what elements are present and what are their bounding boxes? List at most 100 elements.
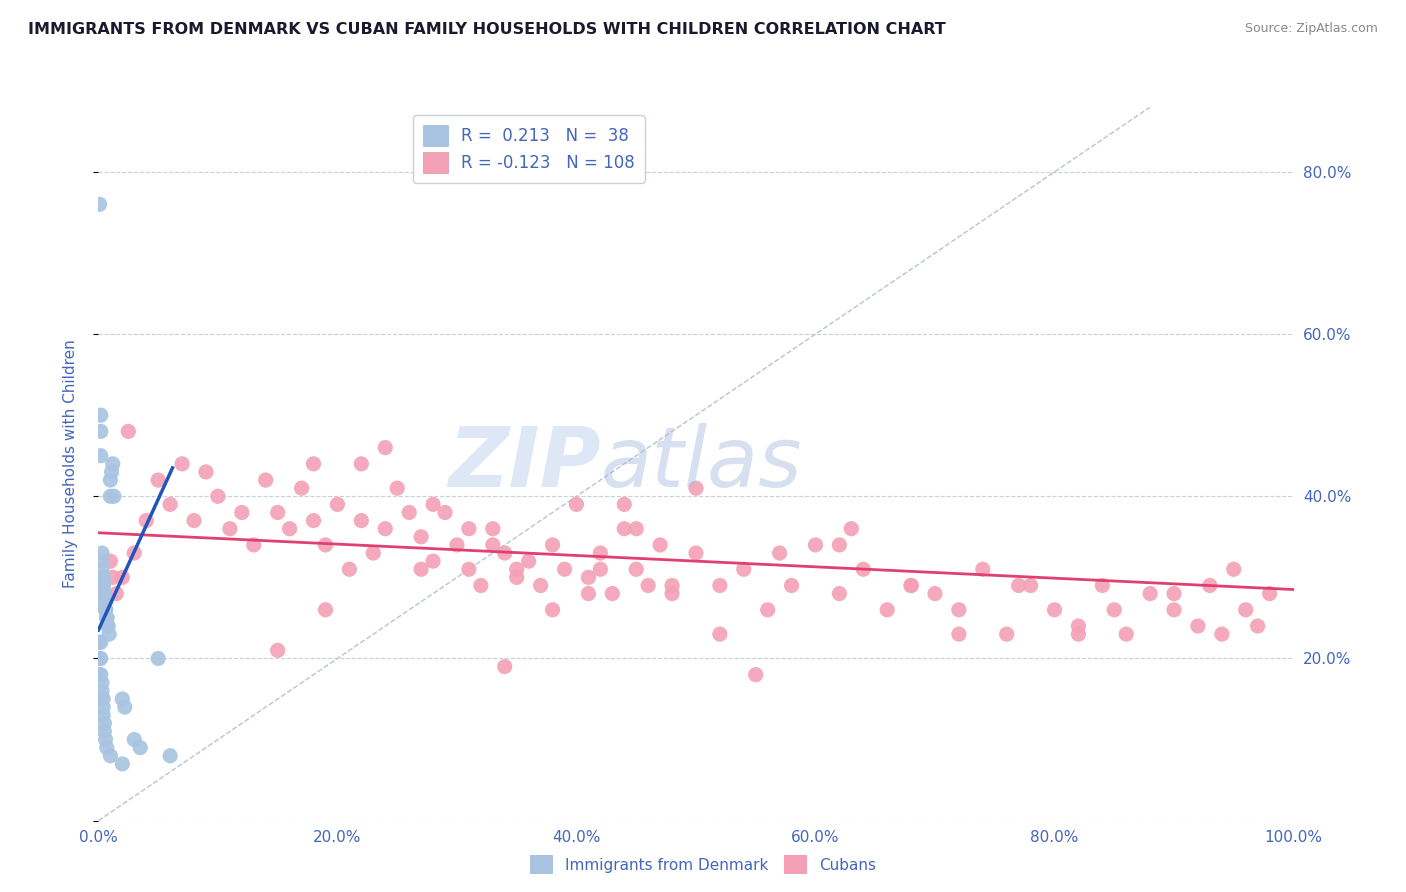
Point — [326, 497, 349, 511]
Point — [900, 578, 922, 592]
Point — [576, 586, 599, 600]
Point — [350, 457, 373, 471]
Point — [91, 570, 114, 584]
Point — [685, 546, 707, 560]
Point — [148, 651, 170, 665]
Point — [101, 457, 124, 471]
Point — [481, 538, 505, 552]
Point — [100, 465, 122, 479]
Point — [219, 522, 242, 536]
Point — [637, 578, 659, 592]
Point — [91, 700, 114, 714]
Point — [302, 457, 325, 471]
Point — [494, 659, 516, 673]
Point — [1067, 627, 1090, 641]
Point — [972, 562, 994, 576]
Point — [98, 627, 121, 641]
Point — [91, 546, 114, 560]
Text: ZIP: ZIP — [447, 424, 600, 504]
Point — [96, 611, 118, 625]
Point — [97, 619, 120, 633]
Point — [254, 473, 277, 487]
Point — [1163, 586, 1185, 600]
Point — [411, 530, 433, 544]
Point — [129, 740, 152, 755]
Point — [1007, 578, 1029, 592]
Point — [470, 578, 492, 592]
Point — [90, 635, 112, 649]
Point — [98, 489, 122, 503]
Point — [541, 538, 564, 552]
Point — [589, 562, 612, 576]
Point — [1019, 578, 1042, 592]
Point — [98, 554, 122, 568]
Point — [124, 732, 146, 747]
Y-axis label: Family Households with Children: Family Households with Children — [63, 340, 77, 588]
Point — [804, 538, 827, 552]
Point — [1067, 619, 1090, 633]
Point — [1187, 619, 1209, 633]
Point — [363, 546, 385, 560]
Point — [159, 748, 181, 763]
Point — [114, 700, 136, 714]
Point — [172, 457, 194, 471]
Point — [422, 554, 444, 568]
Text: Source: ZipAtlas.com: Source: ZipAtlas.com — [1244, 22, 1378, 36]
Point — [267, 506, 290, 520]
Point — [374, 441, 396, 455]
Point — [91, 570, 114, 584]
Point — [661, 578, 683, 592]
Point — [661, 586, 683, 600]
Point — [111, 692, 134, 706]
Point — [315, 538, 337, 552]
Point — [93, 595, 115, 609]
Point — [613, 522, 636, 536]
Point — [494, 546, 516, 560]
Point — [828, 538, 851, 552]
Point — [1043, 603, 1066, 617]
Point — [111, 756, 134, 771]
Point — [481, 522, 505, 536]
Point — [613, 497, 636, 511]
Point — [852, 562, 875, 576]
Point — [91, 692, 114, 706]
Point — [194, 465, 218, 479]
Point — [91, 684, 114, 698]
Point — [733, 562, 755, 576]
Point — [96, 740, 118, 755]
Point — [98, 473, 122, 487]
Point — [458, 522, 481, 536]
Point — [278, 522, 301, 536]
Point — [96, 611, 118, 625]
Point — [91, 578, 114, 592]
Point — [267, 643, 290, 657]
Point — [398, 506, 420, 520]
Point — [91, 586, 114, 600]
Point — [98, 748, 122, 763]
Point — [589, 546, 612, 560]
Point — [876, 603, 898, 617]
Point — [1258, 586, 1281, 600]
Point — [446, 538, 468, 552]
Point — [1211, 627, 1233, 641]
Point — [93, 595, 115, 609]
Point — [1163, 603, 1185, 617]
Point — [1222, 562, 1246, 576]
Point — [529, 578, 551, 592]
Point — [339, 562, 360, 576]
Point — [103, 489, 125, 503]
Point — [315, 603, 337, 617]
Point — [93, 586, 115, 600]
Point — [89, 635, 111, 649]
Point — [90, 408, 112, 422]
Point — [94, 603, 117, 617]
Point — [709, 578, 731, 592]
Point — [565, 497, 588, 511]
Legend: R =  0.213   N =  38, R = -0.123   N = 108: R = 0.213 N = 38, R = -0.123 N = 108 — [412, 115, 645, 183]
Point — [458, 562, 481, 576]
Point — [411, 562, 433, 576]
Point — [101, 570, 124, 584]
Point — [90, 667, 112, 681]
Point — [124, 546, 146, 560]
Point — [94, 603, 117, 617]
